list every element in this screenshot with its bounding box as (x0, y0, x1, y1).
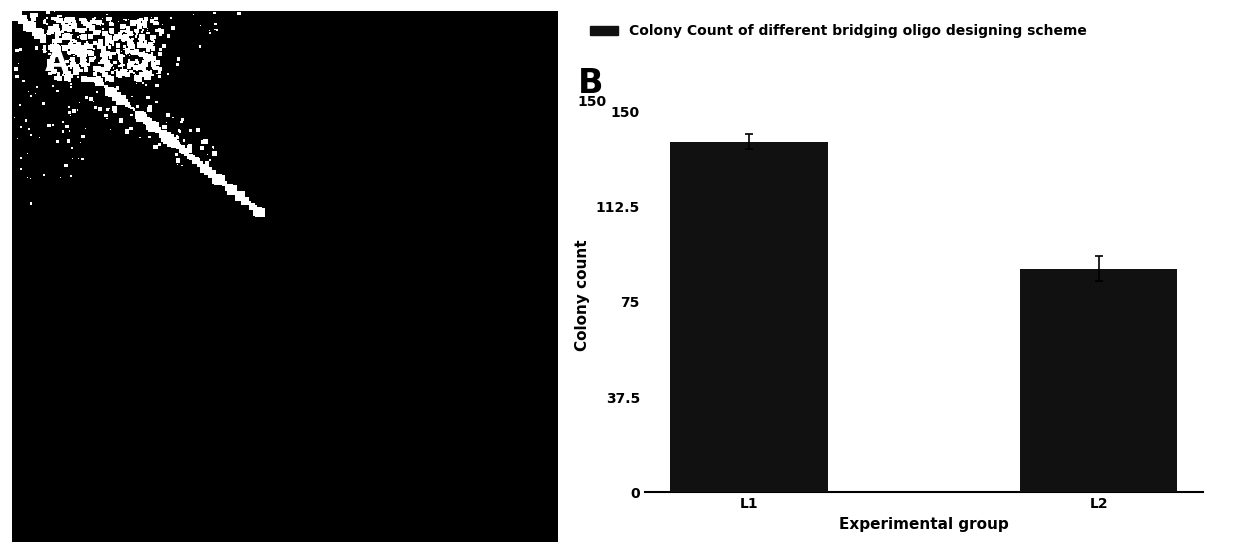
Text: 150: 150 (578, 95, 606, 108)
X-axis label: Experimental group: Experimental group (839, 517, 1008, 532)
Bar (1021, 269, 1178, 492)
Y-axis label: Colony count: Colony count (575, 240, 590, 351)
Text: A: A (45, 48, 68, 77)
Legend: Colony Count of different bridging oligo designing scheme: Colony Count of different bridging oligo… (585, 19, 1092, 44)
Bar (670, 142, 827, 492)
Text: B: B (578, 67, 604, 100)
